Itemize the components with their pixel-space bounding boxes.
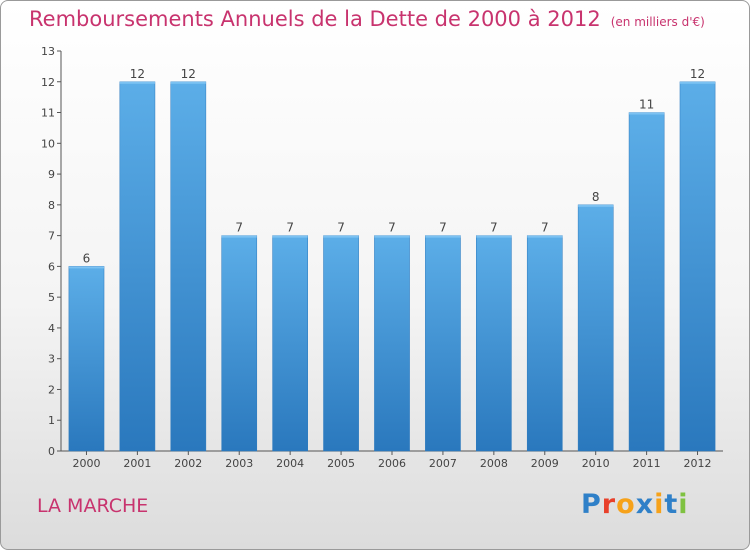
y-tick-label: 7 — [48, 230, 55, 243]
data-label-2012: 12 — [690, 67, 705, 81]
x-tick-label-2002: 2002 — [174, 457, 202, 470]
logo-letter: o — [616, 489, 636, 520]
bar-2002 — [170, 81, 207, 452]
data-label-2003: 7 — [235, 221, 243, 235]
y-tick-label: 10 — [41, 137, 55, 150]
bar-highlight — [170, 81, 206, 84]
data-label-2002: 12 — [181, 67, 196, 81]
x-tick-label-2012: 2012 — [684, 457, 712, 470]
y-tick-label: 0 — [48, 445, 55, 458]
y-tick-label: 11 — [41, 107, 55, 120]
bar-2012 — [679, 81, 716, 452]
bar-2000 — [68, 266, 105, 452]
title-text: Remboursements Annuels de la Dette de 20… — [29, 7, 601, 31]
data-label-2011: 11 — [639, 98, 654, 112]
y-tick-label: 5 — [48, 291, 55, 304]
logo-letter: i — [654, 489, 665, 520]
logo-letter: r — [601, 489, 617, 520]
y-tick-label: 2 — [48, 383, 55, 396]
bar-2010 — [577, 204, 614, 452]
y-tick-label: 1 — [48, 414, 55, 427]
y-tick-label: 6 — [48, 260, 55, 273]
bar-2004 — [272, 235, 308, 452]
data-label-2000: 6 — [83, 251, 91, 265]
bar-highlight — [374, 235, 410, 238]
bar-highlight — [119, 81, 155, 84]
y-tick-label: 12 — [41, 76, 55, 89]
bar-2005 — [323, 235, 359, 452]
data-label-2005: 7 — [337, 221, 345, 235]
chart-title: Remboursements Annuels de la Dette de 20… — [29, 7, 705, 31]
bar-highlight — [221, 235, 257, 238]
bar-2001 — [119, 81, 156, 452]
bar-highlight — [679, 81, 716, 84]
bar-highlight — [578, 204, 614, 207]
commune-name: LA MARCHE — [37, 495, 149, 517]
data-label-2008: 7 — [490, 221, 498, 235]
data-label-2009: 7 — [541, 221, 549, 235]
x-tick-label-2008: 2008 — [480, 457, 508, 470]
bar-highlight — [68, 266, 105, 269]
x-tick-label-2005: 2005 — [327, 457, 355, 470]
unit-note: (en milliers d'€) — [610, 15, 705, 29]
bar-2003 — [221, 235, 258, 452]
bar-2009 — [526, 235, 563, 452]
logo-letter: x — [635, 489, 655, 520]
logo-letter: t — [664, 489, 679, 520]
bar-highlight — [476, 235, 512, 238]
y-tick-label: 4 — [48, 322, 55, 335]
bar-highlight — [425, 235, 461, 238]
data-label-2010: 8 — [592, 190, 600, 204]
x-tick-label-2006: 2006 — [378, 457, 406, 470]
x-tick-label-2010: 2010 — [582, 457, 610, 470]
bar-highlight — [527, 235, 563, 238]
x-tick-label-2003: 2003 — [225, 457, 253, 470]
bar-highlight — [323, 235, 359, 238]
logo-letter: P — [581, 489, 602, 520]
bar-2006 — [374, 235, 410, 452]
proxiti-logo[interactable]: Proxiti — [581, 489, 689, 520]
bar-2007 — [425, 235, 461, 452]
logo-letter: i — [678, 489, 689, 520]
bar-highlight — [272, 235, 308, 238]
bar-highlight — [629, 112, 665, 115]
x-tick-label-2004: 2004 — [276, 457, 304, 470]
data-label-2007: 7 — [439, 221, 447, 235]
bar-2011 — [628, 112, 665, 452]
y-tick-label: 8 — [48, 199, 55, 212]
data-label-2004: 7 — [286, 221, 294, 235]
bars: 6 12 12 7 7 7 7 7 7 7 8 11 12 — [68, 67, 716, 452]
x-tick-label-2001: 2001 — [123, 457, 151, 470]
data-label-2001: 12 — [130, 67, 145, 81]
x-tick-label-2009: 2009 — [531, 457, 559, 470]
x-tick-label-2000: 2000 — [72, 457, 100, 470]
bar-2008 — [476, 235, 512, 452]
y-tick-label: 9 — [48, 168, 55, 181]
data-label-2006: 7 — [388, 221, 396, 235]
y-tick-label: 3 — [48, 353, 55, 366]
x-tick-label-2007: 2007 — [429, 457, 457, 470]
y-tick-label: 13 — [41, 45, 55, 58]
x-tick-label-2011: 2011 — [633, 457, 661, 470]
